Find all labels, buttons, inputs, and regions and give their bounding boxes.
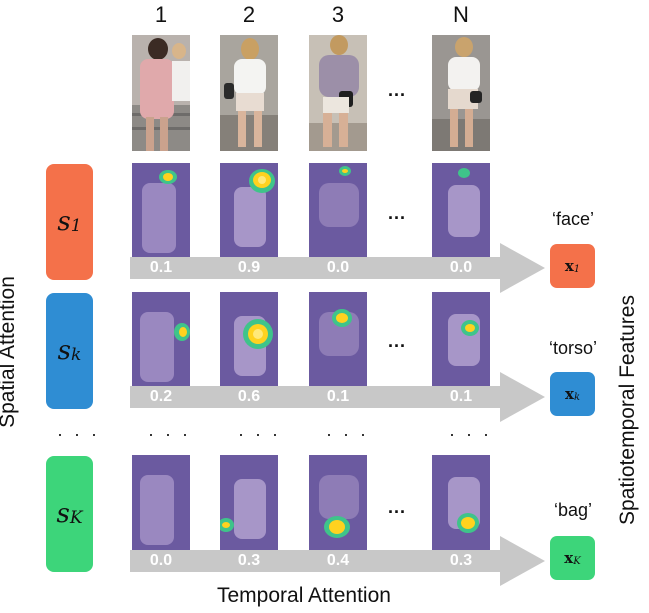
feature-subscript-K: K: [573, 555, 581, 567]
feature-label-face: ‘face’: [551, 209, 595, 229]
temporal-weight-r1-c3: 0.0: [326, 259, 350, 276]
feature-symbol-1: x: [564, 257, 574, 275]
row-ellipsis-c1: · · ·: [148, 424, 191, 444]
row-ellipsis-cn: · · ·: [449, 424, 492, 444]
attention-map-r3-c3: [309, 455, 367, 570]
video-frame-2: [220, 35, 278, 151]
temporal-arrow-1: [130, 243, 545, 293]
temporal-attention-label: Temporal Attention: [217, 584, 391, 607]
spatial-symbol-k: s: [57, 336, 72, 366]
temporal-arrow-k: [130, 372, 545, 422]
temporal-weight-r2-cn: 0.1: [449, 388, 473, 405]
column-header-1: 1: [154, 2, 168, 27]
video-frame-1: [132, 35, 190, 151]
spatial-attention-label: Spatial Attention: [0, 276, 19, 428]
spatial-subscript-k: k: [71, 345, 82, 365]
column-ellipsis-top: ...: [388, 80, 407, 100]
temporal-weight-r2-c2: 0.6: [237, 388, 261, 405]
column-header-n: N: [453, 2, 469, 27]
temporal-weight-r2-c3: 0.1: [326, 388, 350, 405]
spatial-subscript-K: K: [69, 508, 83, 528]
temporal-weight-r3-cn: 0.3: [449, 552, 473, 569]
column-header-2: 2: [242, 2, 256, 27]
temporal-weight-r2-c1: 0.2: [149, 388, 173, 405]
temporal-weight-r3-c1: 0.0: [149, 552, 173, 569]
video-frame-n: [432, 35, 490, 151]
temporal-weight-r3-c3: 0.4: [326, 552, 350, 569]
column-ellipsis-r1: ...: [388, 203, 407, 223]
spatial-symbol-1: s: [57, 207, 71, 237]
row-ellipsis-c2: · · ·: [238, 424, 281, 444]
column-ellipsis-r3: ...: [388, 497, 407, 517]
column-ellipsis-r2: ...: [388, 331, 407, 351]
column-header-3: 3: [331, 2, 345, 27]
temporal-weight-r1-cn: 0.0: [449, 259, 473, 276]
spatiotemporal-features-label: Spatiotemporal Features: [615, 295, 639, 525]
temporal-weight-r3-c2: 0.3: [237, 552, 261, 569]
temporal-weight-r1-c2: 0.9: [237, 259, 261, 276]
spatial-symbol-K: s: [56, 499, 70, 529]
feature-symbol-K: x: [564, 549, 574, 567]
feature-label-bag: ‘bag’: [553, 500, 593, 520]
temporal-arrow-K: [130, 536, 545, 586]
feature-subscript-k: k: [573, 391, 580, 403]
row-ellipsis-spatial: · · ·: [57, 424, 100, 444]
feature-symbol-k: x: [564, 385, 574, 403]
temporal-weight-r1-c1: 0.1: [149, 259, 173, 276]
feature-subscript-1: 1: [573, 263, 581, 275]
spatial-subscript-1: 1: [70, 216, 82, 236]
feature-label-torso: ‘torso’: [548, 338, 597, 358]
video-frame-3: [309, 35, 367, 151]
row-ellipsis-c3: · · ·: [326, 424, 369, 444]
